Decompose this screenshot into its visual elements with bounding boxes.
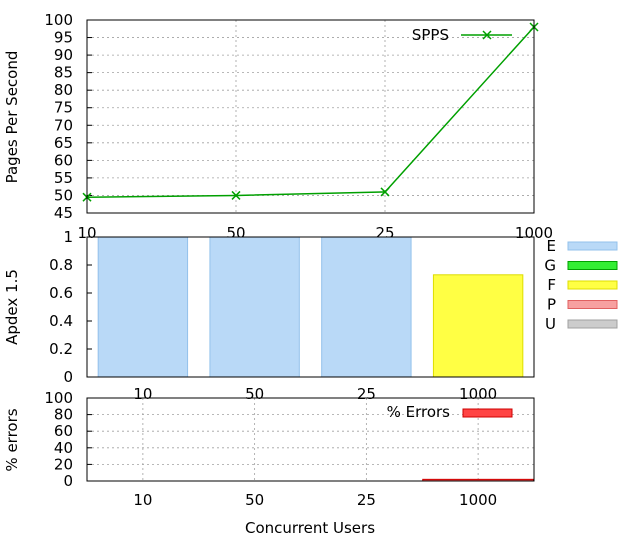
pps-legend: SPPS <box>412 26 512 44</box>
apdex-legend-label: U <box>545 315 556 333</box>
apdex-y-tick-labels: 0 0.2 0.4 0.6 0.8 1 <box>49 228 92 386</box>
errors-y-tick-label: 0 <box>63 472 73 490</box>
errors-x-tick-label: 25 <box>357 491 376 509</box>
pps-y-tick-label: 70 <box>54 116 73 134</box>
apdex-bars <box>97 236 524 378</box>
errors-y-tick-label: 40 <box>54 439 73 457</box>
pps-y-tick-label: 100 <box>44 11 73 29</box>
errors-x-tick-label: 10 <box>133 491 152 509</box>
pps-series-points <box>82 22 539 202</box>
errors-y-tick-label: 100 <box>44 389 73 407</box>
errors-x-tick-label: 1000 <box>459 491 497 509</box>
apdex-y-tick-label: 0.2 <box>49 340 73 358</box>
apdex-y-tick-label: 1 <box>63 228 73 246</box>
errors-plot-frame <box>86 397 535 482</box>
apdex-x-tick-label: 10 <box>133 385 152 403</box>
apdex-x-tick-label: 50 <box>245 385 264 403</box>
apdex-y-tick-label: 0.4 <box>49 312 73 330</box>
errors-legend-label: % Errors <box>387 403 451 421</box>
pps-y-tick-label: 55 <box>54 169 73 187</box>
apdex-legend-label: P <box>547 296 556 314</box>
errors-x-tick-label: 50 <box>245 491 264 509</box>
pps-y-tick-label: 85 <box>54 64 73 82</box>
pps-y-tick-label: 95 <box>54 29 73 47</box>
pps-y-tick-label: 45 <box>54 204 73 222</box>
apdex-chart: 0 0.2 0.4 0.6 0.8 1 10 50 25 1000 Apdex 1.5 EGFP… <box>3 228 618 403</box>
apdex-x-tick-label: 1000 <box>459 385 497 403</box>
apdex-legend-swatch <box>567 261 618 270</box>
pps-data-point <box>380 187 390 197</box>
apdex-y-axis-label: Apdex 1.5 <box>3 269 21 345</box>
apdex-y-tick-label: 0.8 <box>49 256 73 274</box>
errors-x-tick-labels: 10 50 25 1000 <box>133 491 497 509</box>
apdex-legend-swatch <box>567 241 618 251</box>
pps-y-axis-label: Pages Per Second <box>3 51 21 184</box>
apdex-bar <box>432 274 524 378</box>
apdex-y-tick-label: 0 <box>63 368 73 386</box>
apdex-legend-label: G <box>544 257 556 275</box>
errors-legend: % Errors <box>387 403 513 421</box>
apdex-legend-swatch <box>567 319 618 329</box>
apdex-x-tick-labels: 10 50 25 1000 <box>133 385 497 403</box>
x-axis-label: Concurrent Users <box>245 519 375 537</box>
apdex-bar <box>97 236 189 378</box>
errors-y-tick-label: 60 <box>54 422 73 440</box>
apdex-legend-swatch <box>567 280 618 290</box>
pps-y-tick-label: 80 <box>54 81 73 99</box>
pps-plot-frame <box>86 19 535 214</box>
apdex-x-tick-label: 25 <box>357 385 376 403</box>
errors-grid <box>87 398 534 481</box>
pps-legend-label: SPPS <box>412 26 449 44</box>
pps-y-tick-label: 75 <box>54 99 73 117</box>
pps-y-tick-label: 65 <box>54 134 73 152</box>
errors-y-axis-label: % errors <box>3 408 21 471</box>
apdex-legend-label: F <box>547 276 556 294</box>
apdex-legend-swatch <box>567 300 618 309</box>
apdex-y-tick-label: 0.6 <box>49 284 73 302</box>
apdex-plot-frame <box>86 236 535 378</box>
errors-legend-swatch <box>462 408 513 418</box>
pps-y-tick-label: 90 <box>54 46 73 64</box>
pps-y-tick-label: 50 <box>54 186 73 204</box>
pps-series-line <box>86 26 535 198</box>
pps-data-point <box>231 190 241 200</box>
errors-y-tick-label: 20 <box>54 455 73 473</box>
apdex-legend-label: E <box>547 237 556 255</box>
pps-legend-marker <box>482 30 492 40</box>
apdex-bar <box>321 236 412 378</box>
errors-y-tick-label: 80 <box>54 406 73 424</box>
pps-y-tick-label: 60 <box>54 151 73 169</box>
pps-grid <box>87 19 534 214</box>
apdex-bar <box>209 236 300 378</box>
